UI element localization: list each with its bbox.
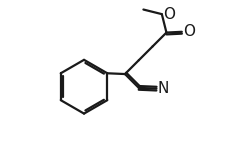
Text: O: O <box>163 7 175 22</box>
Text: N: N <box>157 81 169 96</box>
Text: O: O <box>182 24 194 39</box>
